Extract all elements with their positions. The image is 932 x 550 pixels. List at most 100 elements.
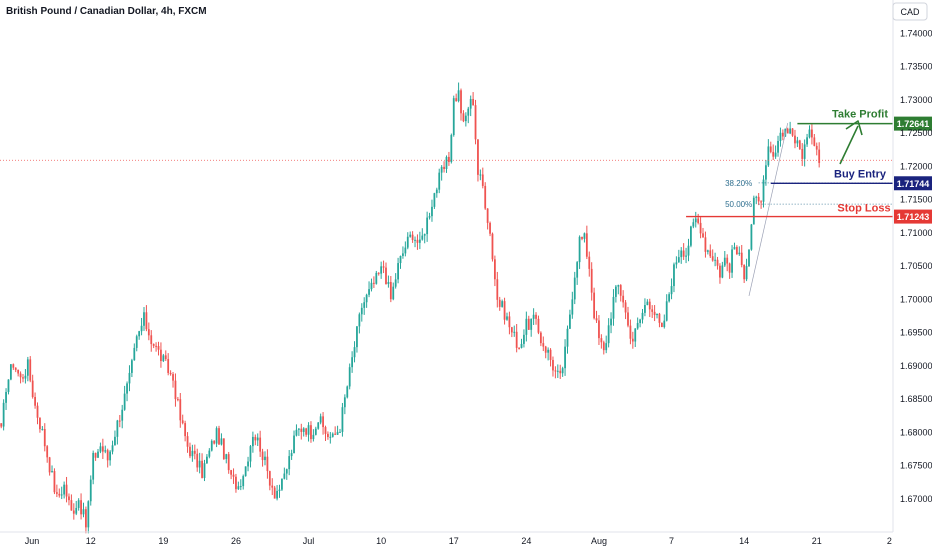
candle-body <box>58 493 61 496</box>
candle-body <box>660 322 663 328</box>
candle-body <box>455 98 458 102</box>
candle-body <box>738 252 741 255</box>
candle <box>455 93 458 102</box>
candle-body <box>595 318 598 321</box>
candle-body <box>585 233 588 257</box>
candle-body <box>752 197 755 225</box>
candle-body <box>176 399 179 401</box>
candle-body <box>121 409 124 421</box>
candle <box>261 448 264 467</box>
candle <box>624 299 627 320</box>
level-stop-loss[interactable]: 1.71243 Stop Loss <box>686 203 932 224</box>
candle <box>697 213 700 225</box>
candle <box>341 402 344 437</box>
candle <box>544 345 547 359</box>
candle-body <box>719 265 721 278</box>
candle-body <box>101 446 104 452</box>
candle-body <box>82 509 85 515</box>
level-buy-entry[interactable]: 1.71744 Buy Entry <box>770 168 932 191</box>
candle-body <box>656 313 658 316</box>
level-price-tag <box>894 209 932 224</box>
candle-body <box>433 193 436 207</box>
candle-body <box>464 115 467 122</box>
candle-body <box>728 263 731 273</box>
candle <box>634 328 637 348</box>
candle <box>155 342 157 352</box>
candle-body <box>126 383 128 394</box>
candle-body <box>714 259 717 261</box>
candle-body <box>743 264 746 280</box>
candle-body <box>411 234 414 241</box>
candle <box>222 438 225 460</box>
candle-body <box>237 486 240 490</box>
candle-body <box>581 236 583 239</box>
candle-body <box>418 239 421 243</box>
candle <box>249 445 252 468</box>
candle <box>288 450 291 476</box>
candle <box>387 275 390 288</box>
candle-body <box>636 323 639 329</box>
candle-body <box>239 486 242 488</box>
candle <box>389 276 392 303</box>
candle-body <box>711 256 714 261</box>
candle <box>803 139 806 167</box>
candle-body <box>564 346 566 369</box>
price-axis[interactable]: 1.74000 1.73500 1.73000 1.72500 1.72000 1.715… <box>900 28 932 504</box>
candle-body <box>36 405 39 418</box>
candle <box>126 381 128 402</box>
candle <box>636 317 639 330</box>
candle <box>646 299 649 306</box>
price-tick-label: 1.68500 <box>900 394 932 404</box>
candle-body <box>0 423 3 427</box>
candle <box>358 312 361 334</box>
candle-body <box>435 189 438 194</box>
candle <box>140 317 143 336</box>
candle-body <box>80 500 82 515</box>
candle-body <box>612 296 615 319</box>
candle <box>600 334 603 349</box>
candle-body <box>641 312 644 320</box>
candle-body <box>639 319 641 324</box>
candle <box>772 144 775 160</box>
candle <box>605 335 608 354</box>
candle <box>530 318 533 337</box>
time-tick-label: 21 <box>812 536 822 546</box>
candle-body <box>370 282 373 290</box>
time-axis[interactable]: Jun 12 19 26 Jul 10 17 24 Aug 7 14 21 2 <box>25 536 892 546</box>
candle-body <box>48 457 51 473</box>
candle-body <box>450 135 453 162</box>
candle-body <box>133 347 136 361</box>
candle-body <box>806 137 808 145</box>
candle <box>409 231 412 238</box>
candle <box>365 293 368 308</box>
candle <box>99 442 102 454</box>
currency-button[interactable]: CAD <box>892 2 928 21</box>
candle-body <box>63 484 66 495</box>
level-take-profit[interactable]: 1.72641 Take Profit <box>797 109 932 131</box>
candle-body <box>803 144 806 159</box>
candle <box>639 318 641 328</box>
candle <box>510 326 513 338</box>
candle-body <box>530 318 533 330</box>
candle-body <box>498 299 501 307</box>
candle <box>302 427 305 437</box>
candle-body <box>755 196 758 198</box>
candle-body <box>406 236 409 248</box>
candle-body <box>210 440 213 451</box>
candle <box>278 484 281 498</box>
candle-body <box>397 263 399 280</box>
candle <box>532 308 535 325</box>
candle <box>72 503 75 520</box>
candle <box>564 339 566 376</box>
candle-body <box>360 307 363 315</box>
candle-body <box>697 218 700 223</box>
candle-body <box>665 301 668 321</box>
candle-body <box>172 374 174 381</box>
candle <box>740 244 743 268</box>
candle-body <box>235 476 237 490</box>
candle <box>176 396 179 402</box>
candle-body <box>39 417 41 430</box>
candle <box>133 343 136 361</box>
candle-body <box>721 265 724 278</box>
